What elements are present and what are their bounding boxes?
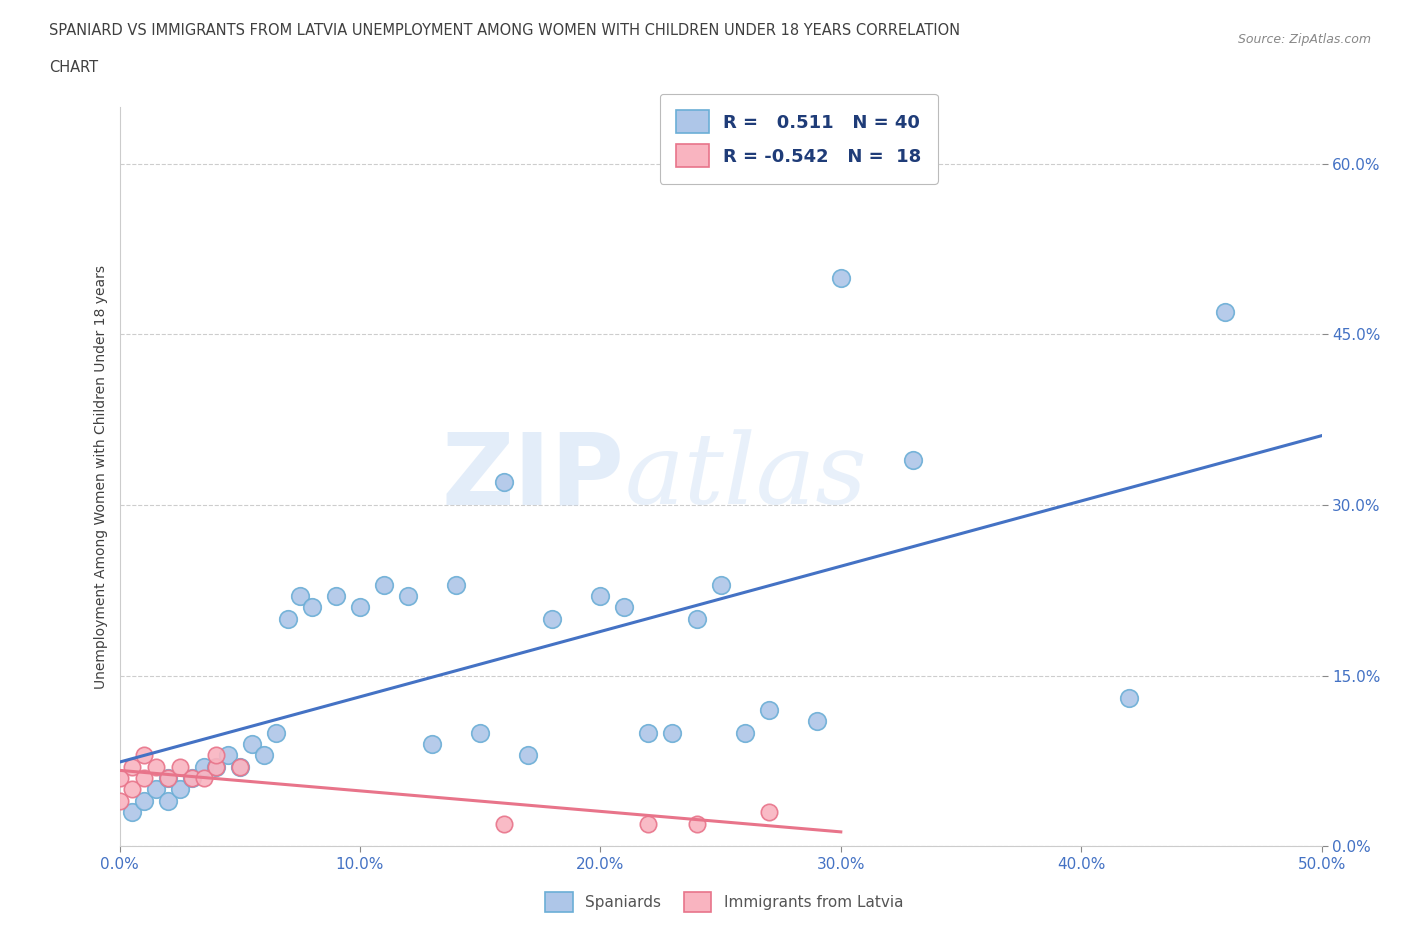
Point [277, 611, 299, 626]
Legend: Spaniards, Immigrants from Latvia: Spaniards, Immigrants from Latvia [538, 886, 910, 918]
Point [517, 748, 540, 763]
Point [758, 702, 780, 717]
Text: Source: ZipAtlas.com: Source: ZipAtlas.com [1237, 33, 1371, 46]
Point [589, 589, 612, 604]
Text: ZIP: ZIP [441, 428, 624, 525]
Point [121, 759, 143, 774]
Point [494, 475, 516, 490]
Point [253, 748, 276, 763]
Point [217, 748, 239, 763]
Point [156, 793, 179, 808]
Point [264, 725, 287, 740]
Point [108, 771, 131, 786]
Point [494, 817, 516, 831]
Point [288, 589, 311, 604]
Point [1118, 691, 1140, 706]
Point [169, 782, 191, 797]
Point [806, 713, 828, 728]
Point [444, 578, 467, 592]
Point [204, 759, 226, 774]
Point [240, 737, 263, 751]
Point [420, 737, 443, 751]
Point [637, 725, 659, 740]
Point [661, 725, 683, 740]
Point [145, 782, 167, 797]
Legend: R =   0.511   N = 40, R = -0.542   N =  18: R = 0.511 N = 40, R = -0.542 N = 18 [659, 94, 938, 183]
Point [734, 725, 756, 740]
Y-axis label: Unemployment Among Women with Children Under 18 years: Unemployment Among Women with Children U… [94, 265, 108, 688]
Point [204, 759, 226, 774]
Point [121, 804, 143, 819]
Point [156, 771, 179, 786]
Text: atlas: atlas [624, 429, 868, 525]
Point [132, 771, 155, 786]
Point [204, 748, 226, 763]
Point [156, 771, 179, 786]
Text: CHART: CHART [49, 60, 98, 75]
Point [396, 589, 419, 604]
Point [709, 578, 731, 592]
Point [180, 771, 202, 786]
Point [301, 600, 323, 615]
Point [132, 748, 155, 763]
Point [613, 600, 636, 615]
Text: SPANIARD VS IMMIGRANTS FROM LATVIA UNEMPLOYMENT AMONG WOMEN WITH CHILDREN UNDER : SPANIARD VS IMMIGRANTS FROM LATVIA UNEMP… [49, 23, 960, 38]
Point [468, 725, 492, 740]
Point [193, 771, 215, 786]
Point [180, 771, 202, 786]
Point [758, 804, 780, 819]
Point [685, 611, 707, 626]
Point [349, 600, 371, 615]
Point [228, 759, 252, 774]
Point [132, 793, 155, 808]
Point [228, 759, 252, 774]
Point [1215, 304, 1237, 319]
Point [193, 759, 215, 774]
Point [121, 782, 143, 797]
Point [541, 611, 564, 626]
Point [108, 793, 131, 808]
Point [373, 578, 395, 592]
Point [830, 270, 852, 285]
Point [145, 759, 167, 774]
Point [169, 759, 191, 774]
Point [685, 817, 707, 831]
Point [901, 452, 924, 467]
Point [637, 817, 659, 831]
Point [325, 589, 347, 604]
